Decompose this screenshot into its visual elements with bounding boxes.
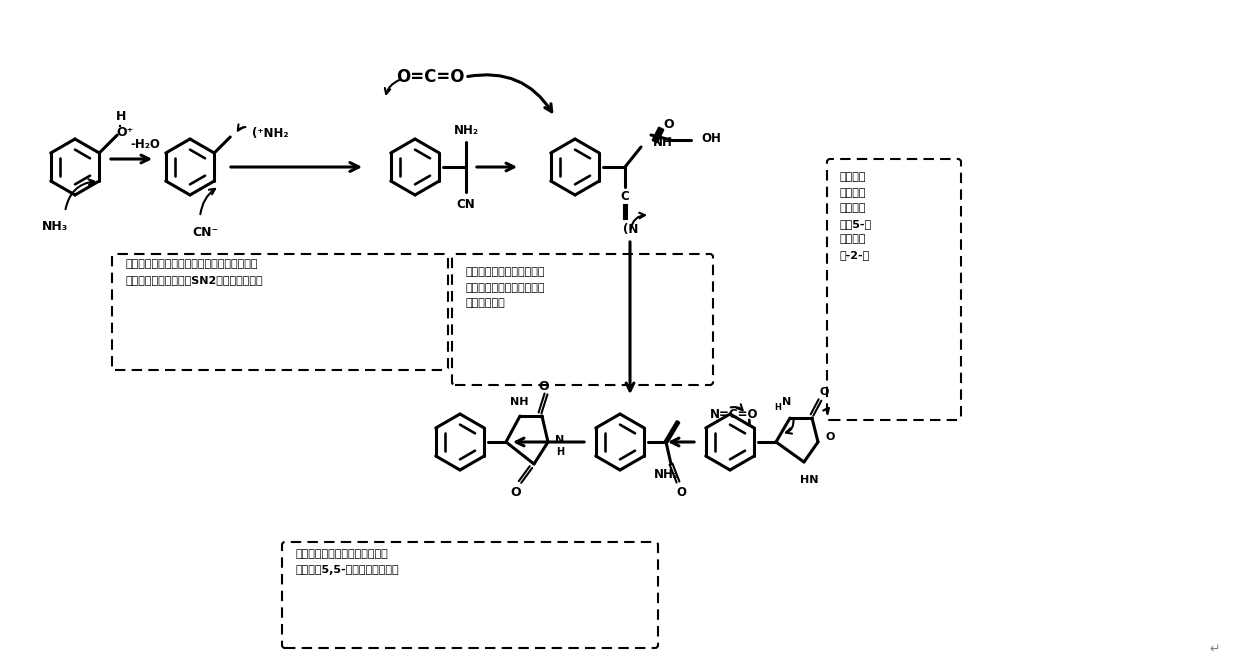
Text: 氨基甲酸
发生分子
内环化，
生成5-亚
氨基乙内
酰-2-酮: 氨基甲酸 发生分子 内环化， 生成5-亚 氨基乙内 酰-2-酮: [839, 172, 872, 260]
Text: O: O: [826, 432, 835, 442]
Text: 氨基腈的胺氢原子对二氧化
碳发生亲核加成，生成含氨
基的氨基甲酸: 氨基腈的胺氢原子对二氧化 碳发生亲核加成，生成含氨 基的氨基甲酸: [465, 267, 544, 308]
Text: CN: CN: [456, 199, 475, 211]
Text: O⁺: O⁺: [117, 127, 134, 139]
Text: NH: NH: [510, 397, 528, 407]
Text: OH: OH: [701, 133, 720, 145]
Text: O: O: [538, 380, 549, 392]
FancyBboxPatch shape: [827, 159, 961, 420]
Text: HN: HN: [800, 475, 818, 485]
Text: H: H: [117, 111, 126, 123]
FancyBboxPatch shape: [281, 542, 658, 648]
Text: NH₃: NH₃: [42, 221, 68, 233]
Text: N=C=O: N=C=O: [711, 408, 759, 420]
Text: H: H: [775, 404, 781, 412]
Text: NH₂: NH₂: [653, 468, 680, 480]
Text: C: C: [621, 191, 630, 203]
Text: (⁺NH₂: (⁺NH₂: [252, 127, 289, 139]
Text: O: O: [676, 486, 686, 498]
Text: (N: (N: [622, 223, 639, 235]
Text: O: O: [511, 486, 521, 498]
Text: ↵: ↵: [1210, 642, 1220, 656]
Text: N: N: [782, 397, 791, 407]
Text: O=C=O: O=C=O: [396, 68, 464, 86]
FancyBboxPatch shape: [112, 254, 448, 370]
Text: H: H: [556, 447, 564, 457]
Text: -H₂O: -H₂O: [130, 139, 160, 151]
Text: 氰根离子与亚基化合物加成为亚腈，碳酸氢铵
释放出的氨对亚腈发生SN2反应生成氨基腈: 氰根离子与亚基化合物加成为亚腈，碳酸氢铵 释放出的氨对亚腈发生SN2反应生成氨基…: [125, 259, 263, 285]
Text: O: O: [820, 387, 828, 397]
Text: CN⁻: CN⁻: [192, 225, 218, 239]
Text: N: N: [556, 435, 564, 445]
Text: NH: NH: [653, 137, 673, 149]
Text: O: O: [663, 117, 675, 131]
Text: NH₂: NH₂: [454, 123, 479, 137]
Text: 亚氨基酮通过一个异氰酸酯中间
体重排为5,5-二取代的乙内酰脲: 亚氨基酮通过一个异氰酸酯中间 体重排为5,5-二取代的乙内酰脲: [295, 549, 398, 574]
FancyBboxPatch shape: [453, 254, 713, 385]
